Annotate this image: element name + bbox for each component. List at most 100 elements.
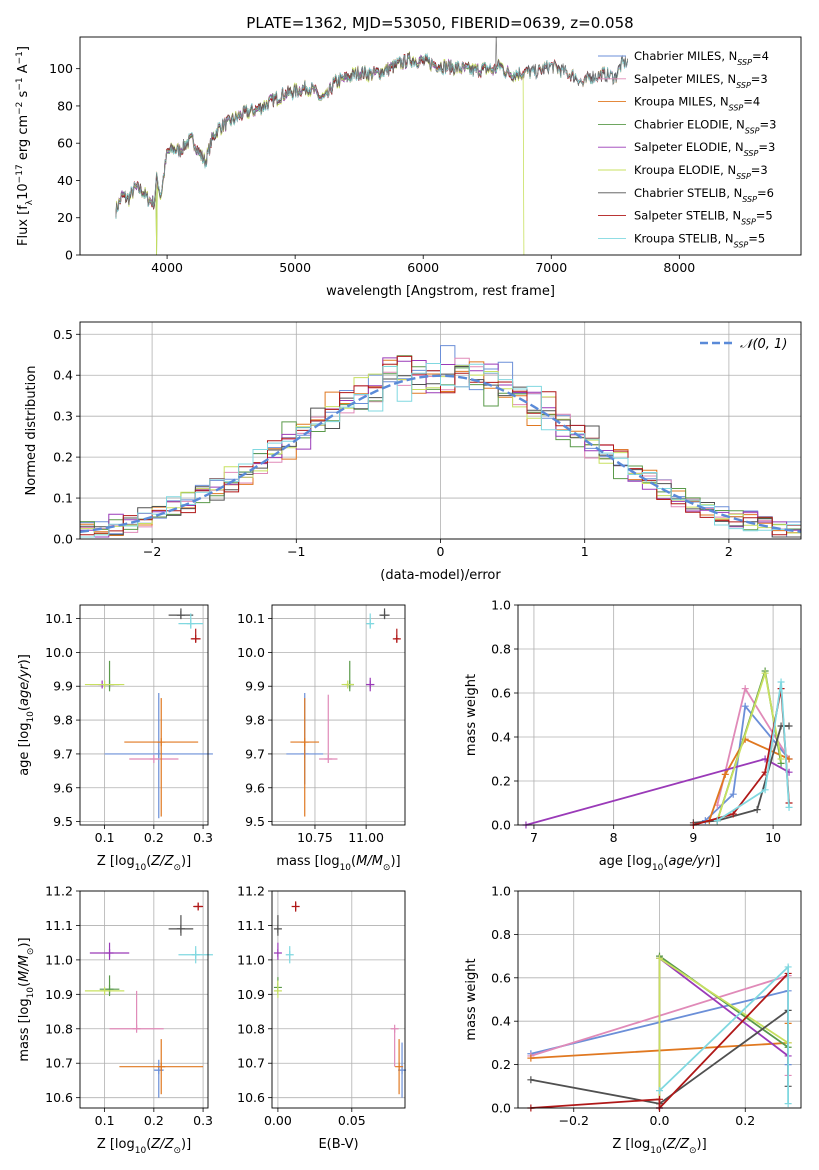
legend-label: Kroupa MILES, NSSP=4: [634, 95, 760, 113]
y-tick-label: 0.0: [491, 818, 511, 833]
y-tick-label: 1.0: [491, 884, 511, 899]
x-tick-label: 8: [610, 830, 618, 845]
y-tick-label: 10.9: [237, 987, 265, 1002]
legend-label: Chabrier STELIB, NSSP=6: [634, 186, 774, 204]
data-point-marker: [285, 950, 294, 959]
gaussian-curve: [80, 374, 801, 533]
y-tick-label: 0.6: [491, 970, 511, 985]
weight-series-line: [658, 964, 789, 1104]
y-tick-label: 0.8: [491, 642, 511, 657]
x-axis-label: (data-model)/error: [380, 568, 501, 583]
x-tick-label: 2: [725, 544, 733, 559]
legend-label: Chabrier ELODIE, NSSP=3: [634, 117, 776, 135]
y-tick-label: 10.1: [237, 611, 265, 626]
y-tick-label: 9.9: [245, 679, 265, 694]
y-tick-label: 60: [57, 136, 73, 151]
y-tick-label: 80: [57, 98, 73, 113]
spectrum-axes: 4000 5000 6000 7000 8000 0 20 40 60 80 100: [49, 61, 695, 275]
weight-series-line: [658, 956, 789, 1104]
gaussian-legend: 𝒩(0, 1): [700, 337, 787, 352]
data-point-marker: [176, 924, 185, 933]
x-tick-label: 10: [765, 830, 781, 845]
histogram-step-line: [80, 363, 801, 538]
y-tick-label: 10.8: [45, 1021, 73, 1036]
x-axis-label: Z [log10(Z/Z⊙)]: [97, 1137, 191, 1156]
y-tick-label: 10.9: [45, 987, 73, 1002]
y-tick-label: 9.5: [53, 814, 73, 829]
data-point-marker: [176, 611, 185, 620]
axes-frame: [79, 321, 802, 540]
weight-point-marker: [753, 806, 761, 814]
x-axis-label: mass [log10(M/M⊙)]: [276, 854, 400, 873]
legend-label: Salpeter STELIB, NSSP=5: [634, 209, 773, 227]
figure-title: PLATE=1362, MJD=53050, FIBERID=0639, z=0…: [246, 14, 633, 32]
x-axis-label: wavelength [Angstrom, rest frame]: [326, 284, 555, 299]
y-tick-label: 0.2: [491, 1057, 511, 1072]
y-tick-label: 0.2: [491, 774, 511, 789]
x-tick-label: 5000: [279, 260, 311, 275]
spectrum-data-line: [115, 37, 628, 218]
y-tick-label: 11.2: [237, 884, 265, 899]
axes-frame: [79, 36, 802, 256]
age-Z-points: [84, 608, 213, 819]
histogram-lines: [80, 345, 801, 538]
x-tick-label: 10.75: [297, 830, 333, 845]
data-point-marker: [380, 611, 389, 620]
data-point-marker: [324, 755, 333, 763]
data-point-marker: [100, 680, 109, 689]
mass-EBV-axes: 0.00 0.05 10.6 10.7 10.8 10.9 11.0 11.1 11.2: [237, 884, 405, 1128]
y-tick-label: 10.6: [45, 1090, 73, 1105]
spectrum-legend: Chabrier MILES, NSSP=4 Salpeter MILES, NS…: [598, 49, 776, 249]
data-point-marker: [157, 738, 166, 747]
residuals-axes: −2 −1 0 1 2 0.0 0.1 0.2 0.3 0.4 0.5: [53, 322, 801, 559]
mass-Z-panel: 0.1 0.2 0.3 10.6 10.7 10.8 10.9 11.0 11.1 11.2 Z […: [17, 884, 213, 1157]
legend-label: Kroupa STELIB, NSSP=5: [634, 231, 765, 249]
x-tick-label: 7: [530, 830, 538, 845]
x-tick-label: 4000: [151, 260, 183, 275]
x-axis-label: E(B-V): [318, 1137, 358, 1152]
y-tick-label: 9.5: [245, 814, 265, 829]
weight-point-marker: [785, 803, 793, 811]
x-tick-label: 0: [437, 544, 445, 559]
data-point-marker: [366, 680, 375, 689]
weight-Z-lines: [527, 952, 792, 1112]
weight-age-lines: [522, 667, 793, 829]
age-Z-axes: 0.1 0.2 0.3 9.5 9.6 9.7 9.8 9.9 10.0 10.1: [45, 605, 213, 845]
y-tick-label: 11.1: [45, 918, 73, 933]
x-axis-label: Z [log10(Z/Z⊙)]: [97, 854, 191, 873]
data-point-marker: [291, 902, 300, 911]
y-tick-label: 9.7: [245, 746, 265, 761]
data-point-marker: [105, 949, 114, 957]
y-tick-label: 0.4: [53, 368, 73, 383]
y-tick-label: 11.0: [237, 952, 265, 967]
spectrum-lines: [115, 37, 628, 255]
mass-Z-axes: 0.1 0.2 0.3 10.6 10.7 10.8 10.9 11.0 11.1 11.2: [45, 884, 213, 1129]
y-tick-label: 0.4: [491, 1014, 511, 1029]
y-tick-label: 0.6: [491, 686, 511, 701]
weight-point-marker: [713, 817, 721, 825]
y-tick-label: 11.2: [45, 884, 73, 899]
spectrum-model-line: [115, 53, 525, 255]
y-tick-label: 10.7: [45, 1056, 73, 1071]
x-tick-label: 11.00: [348, 830, 384, 845]
data-point-marker: [132, 1024, 141, 1033]
x-tick-label: 0.05: [338, 1113, 366, 1128]
x-axis-label: Z [log10(Z/Z⊙)]: [612, 1137, 706, 1156]
x-tick-label: 0.1: [95, 830, 115, 845]
weight-point-marker: [784, 963, 792, 971]
y-tick-label: 0.8: [491, 927, 511, 942]
y-axis-label: mass weight: [464, 674, 479, 756]
weight-point-marker: [741, 702, 749, 710]
y-tick-label: 9.9: [53, 679, 73, 694]
x-tick-label: 0.0: [650, 1113, 670, 1128]
weight-series-line: [708, 738, 790, 821]
x-tick-label: 0.2: [144, 830, 164, 845]
x-tick-label: 7000: [535, 260, 567, 275]
weight-point-marker: [527, 1076, 535, 1084]
data-point-marker: [343, 680, 352, 689]
age-mass-panel: 10.75 11.00 9.5 9.6 9.7 9.8 9.9 10.0 10.1 mass [l…: [237, 604, 406, 873]
y-axis-label: age [log10(age/yr)]: [17, 654, 36, 776]
mass-Z-points: [84, 902, 213, 1098]
weight-point-marker: [761, 786, 769, 794]
weight-point-marker: [729, 790, 737, 798]
